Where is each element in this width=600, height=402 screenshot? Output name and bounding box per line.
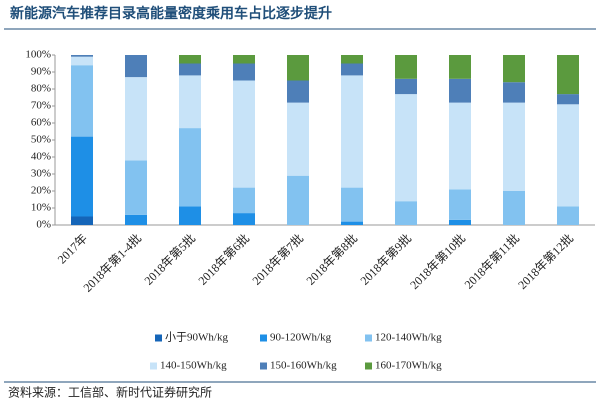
bar-segment [179,55,201,64]
bar-segment [125,214,147,225]
y-tick-label: 60% [31,117,51,129]
legend-swatch [155,334,162,342]
y-tick-label: 70% [31,100,51,112]
bar-segment [395,78,417,95]
legend-label: 150-160Wh/kg [270,360,337,372]
bar-segment [287,80,309,103]
bar-segment [125,160,147,215]
x-tick-label: 2018年第7批 [249,230,306,287]
y-tick-label: 20% [31,185,51,197]
y-tick-label: 50% [31,134,51,146]
bar-segment [233,63,255,81]
bar-segment [233,55,255,64]
y-tick-label: 10% [31,202,51,214]
bar-segment [503,191,525,225]
bar-segment [449,78,471,103]
bar-segment [233,187,255,214]
bar-segment [341,75,363,188]
legend-swatch [150,362,157,370]
x-tick-label: 2018年第11批 [461,230,522,291]
bar-segment [71,56,93,66]
legend-label: 160-170Wh/kg [375,360,442,372]
source-note: 资料来源：工信部、新时代证券研究所 [8,385,212,400]
y-tick-label: 0% [36,219,51,231]
legend-swatch [365,334,372,342]
bar-segment [557,206,579,225]
x-tick-label: 2018年第5批 [141,230,198,287]
bar-segment [449,189,471,220]
bar-segment [71,136,93,217]
bar-segment [233,213,255,225]
bar-segment [287,175,309,225]
bar-segment [503,102,525,191]
bar-segment [179,75,201,129]
bar-segment [395,94,417,202]
legend-label: 120-140Wh/kg [375,332,442,344]
bar-segment [557,94,579,105]
bar-segment [503,55,525,83]
bar-segment [71,55,93,57]
x-tick-label: 2018年第12批 [515,230,577,292]
bar-segment [179,63,201,76]
chart-title: 新能源汽车推荐目录高能量密度乘用车占比逐步提升 [10,5,332,22]
bar-segment [233,80,255,188]
bar-segment [449,219,471,225]
x-tick-label: 2018年第8批 [303,230,360,287]
x-tick-label: 2017年 [55,231,90,266]
bar-segment [125,55,147,78]
bar-segment [557,55,579,95]
legend-swatch [260,334,267,342]
bar-segment [557,104,579,207]
bar-segment [341,187,363,222]
legend-label: 90-120Wh/kg [270,332,332,344]
y-tick-label: 40% [31,151,51,163]
legend-label: 小于90Wh/kg [165,331,228,344]
bar-segment [503,82,525,103]
bar-segment [179,128,201,207]
bar-segment [125,77,147,161]
legend-swatch [260,362,267,370]
x-tick-label: 2018年第9批 [357,230,414,287]
bar-segment [341,63,363,76]
bar-segment [395,201,417,225]
legend-swatch [365,362,372,370]
bar-segment [71,65,93,137]
x-tick-label: 2018年第1-4批 [80,230,144,294]
y-tick-label: 80% [31,83,51,95]
x-tick-label: 2018年第10批 [407,230,469,292]
y-tick-label: 90% [31,66,51,78]
legend-label: 140-150Wh/kg [160,360,227,372]
y-tick-label: 30% [31,168,51,180]
x-tick-label: 2018年第6批 [195,230,252,287]
bar-segment [71,216,93,225]
bar-segment [341,55,363,64]
y-tick-label: 100% [25,49,51,61]
bar-segment [449,55,471,79]
bar-segment [287,55,309,81]
bar-segment [179,206,201,225]
bar-segment [341,221,363,225]
bar-segment [395,55,417,79]
bar-segment [449,102,471,190]
bar-segment [287,102,309,176]
